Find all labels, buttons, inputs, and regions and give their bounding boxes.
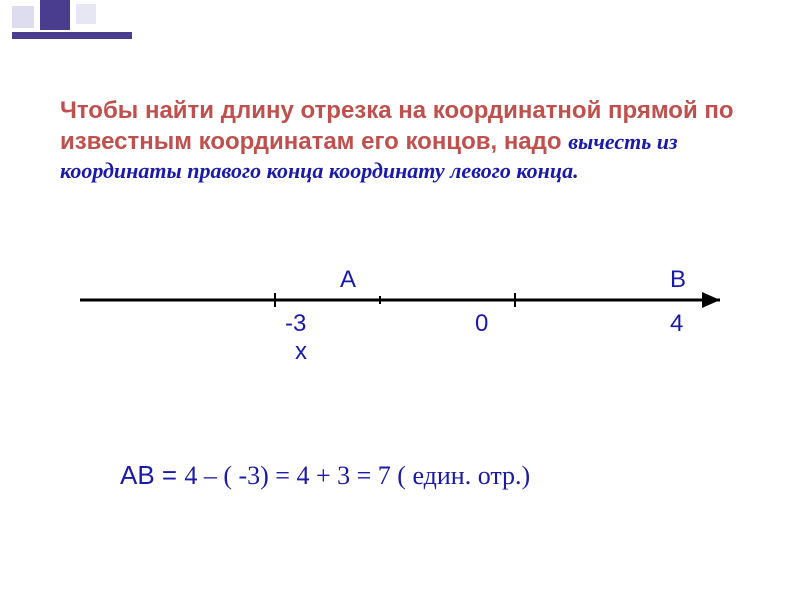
formula-lhs: АВ = — [120, 460, 184, 490]
formula-rhs: 4 – ( -3) = 4 + 3 = 7 ( един. отр.) — [184, 461, 530, 490]
axis-svg — [80, 280, 740, 320]
tick-0: 0 — [475, 310, 488, 338]
tick-neg3: -3 — [285, 310, 306, 338]
tick-4: 4 — [670, 310, 683, 338]
point-b-label: В — [670, 266, 686, 294]
formula: АВ = 4 – ( -3) = 4 + 3 = 7 ( един. отр.) — [120, 460, 530, 491]
number-line: А В -3 0 4 x — [80, 280, 720, 325]
rule-text: Чтобы найти длину отрезка на координатно… — [60, 95, 740, 186]
point-a-label: А — [340, 266, 356, 294]
axis-variable: x — [295, 338, 307, 366]
